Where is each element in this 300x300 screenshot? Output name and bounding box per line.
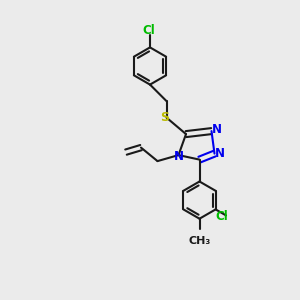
Text: N: N xyxy=(212,123,222,136)
Text: N: N xyxy=(173,150,184,163)
Text: Cl: Cl xyxy=(142,23,155,37)
Text: CH₃: CH₃ xyxy=(188,236,211,246)
Text: N: N xyxy=(215,147,225,160)
Text: Cl: Cl xyxy=(215,210,228,224)
Text: S: S xyxy=(160,111,169,124)
